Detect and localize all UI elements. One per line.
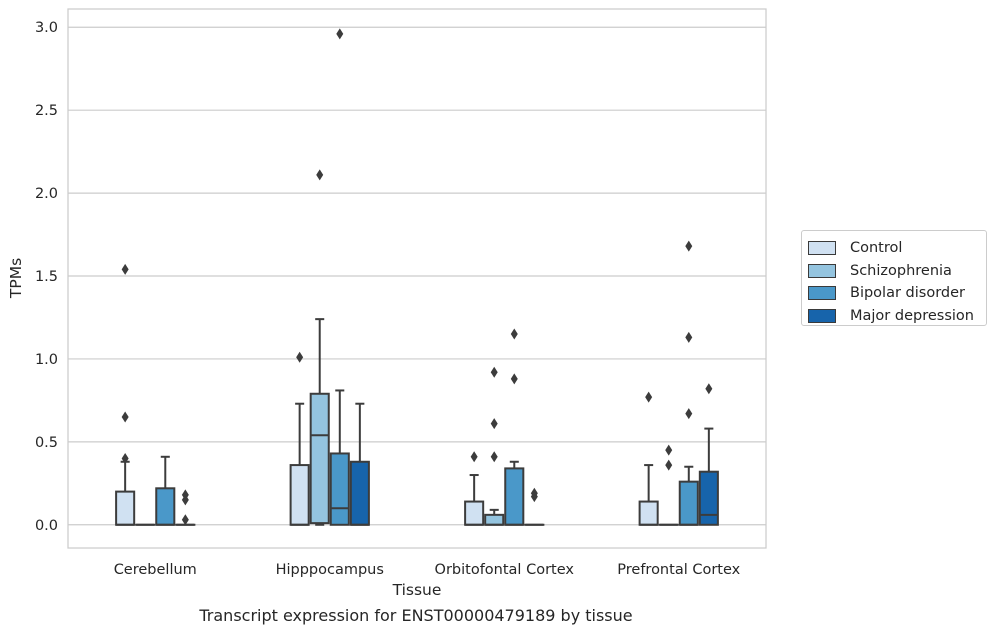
outlier-point — [665, 459, 673, 471]
box-major-depression — [175, 489, 196, 526]
box-bipolar-disorder — [155, 455, 176, 526]
outlier-point — [645, 391, 653, 403]
y-tick-label: 0.5 — [35, 435, 58, 451]
x-tick-label: Orbitofontal Cortex — [435, 562, 575, 578]
x-tick-label: Cerebellum — [114, 562, 197, 578]
box-major-depression — [524, 487, 545, 526]
box-bipolar-disorder — [329, 28, 350, 526]
outlier-point — [490, 418, 498, 430]
outlier-point — [665, 444, 673, 456]
outlier-point — [316, 169, 324, 181]
box-body — [309, 392, 330, 525]
figure-caption: Transcript expression for ENST0000047918… — [199, 606, 633, 625]
box-body — [504, 467, 525, 526]
box-body — [698, 470, 719, 526]
legend-item-schizophrenia: Schizophrenia — [808, 260, 986, 283]
box-control — [289, 351, 310, 526]
legend-swatch-bipolar-disorder — [808, 286, 836, 301]
outlier-point — [121, 411, 129, 423]
box-body — [349, 460, 370, 526]
box-schizophrenia — [484, 366, 505, 526]
outlier-point — [181, 514, 189, 526]
legend-item-bipolar-disorder: Bipolar disorder — [808, 282, 986, 305]
outlier-point — [181, 489, 189, 501]
x-tick-label: Hipppocampus — [276, 562, 384, 578]
x-tick-labels: Cerebellum Hipppocampus Orbitofontal Corte… — [114, 562, 741, 578]
box-body — [464, 500, 485, 526]
box-major-depression — [698, 383, 719, 526]
legend-swatch-control — [808, 241, 836, 256]
box-body — [638, 500, 659, 526]
y-tick-labels: 0.0 0.5 1.0 1.5 2.0 2.5 3.0 — [35, 20, 58, 534]
outlier-point — [336, 28, 344, 40]
box-body — [155, 487, 176, 526]
y-tick-label: 3.0 — [35, 20, 58, 36]
legend-item-control: Control — [808, 237, 986, 260]
y-tick-label: 1.5 — [35, 269, 58, 285]
legend-label: Bipolar disorder — [850, 285, 965, 302]
box-plot-marks — [115, 28, 719, 526]
legend-label: Major depression — [850, 307, 974, 324]
outlier-point — [705, 383, 713, 395]
x-tick-label: Prefrontal Cortex — [617, 562, 740, 578]
legend: Control Schizophrenia Bipolar disorder M… — [801, 230, 987, 326]
outlier-point — [510, 328, 518, 340]
outlier-point — [685, 408, 693, 420]
outlier-point — [490, 451, 498, 463]
box-body — [484, 513, 505, 526]
box-control — [464, 451, 485, 526]
box-major-depression — [349, 402, 370, 526]
outlier-point — [470, 451, 478, 463]
legend-label: Control — [850, 240, 903, 257]
box-schizophrenia — [658, 444, 679, 526]
plot-frame — [67, 8, 767, 549]
box-bipolar-disorder — [678, 240, 699, 526]
outlier-point — [685, 331, 693, 343]
box-body — [329, 452, 350, 526]
legend-swatch-major-depression — [808, 308, 836, 323]
outlier-point — [121, 263, 129, 275]
y-axis-label: TPMs — [7, 258, 25, 299]
box-body — [115, 490, 136, 526]
y-tick-label: 2.0 — [35, 186, 58, 202]
gridlines — [68, 26, 766, 526]
box-bipolar-disorder — [504, 328, 525, 526]
legend-label: Schizophrenia — [850, 262, 952, 279]
legend-swatch-schizophrenia — [808, 263, 836, 278]
outlier-point — [530, 487, 538, 499]
outlier-point — [121, 452, 129, 464]
box-control — [638, 391, 659, 526]
outlier-point — [685, 240, 693, 252]
outlier-point — [510, 373, 518, 385]
x-axis-label: Tissue — [392, 581, 442, 599]
legend-item-major-depression: Major depression — [808, 305, 986, 328]
y-tick-label: 1.0 — [35, 352, 58, 368]
y-tick-label: 0.0 — [35, 518, 58, 534]
outlier-point — [296, 351, 304, 363]
outlier-point — [490, 366, 498, 378]
box-schizophrenia — [309, 169, 330, 526]
y-tick-label: 2.5 — [35, 103, 58, 119]
box-body — [678, 480, 699, 526]
box-control — [115, 263, 136, 526]
box-body — [289, 464, 310, 526]
